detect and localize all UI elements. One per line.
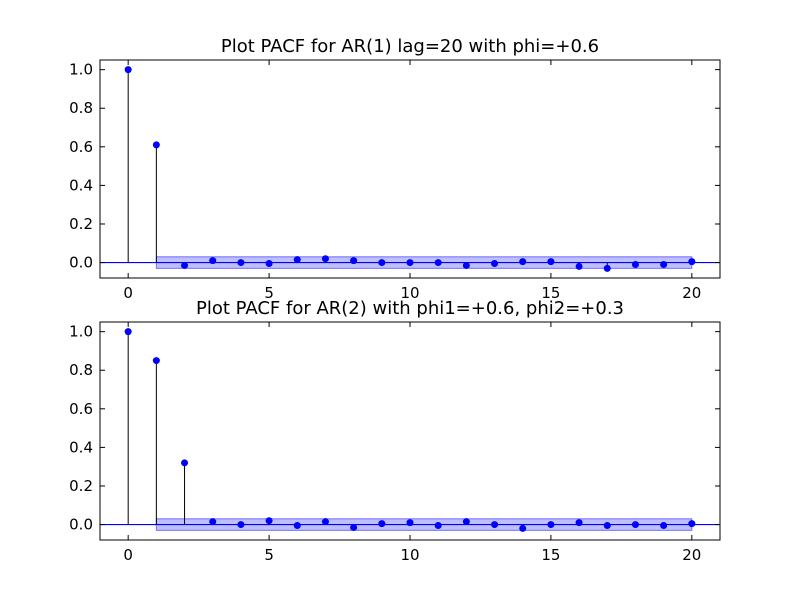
data-point bbox=[462, 261, 470, 269]
x-tick-label: 0 bbox=[123, 546, 133, 564]
data-point bbox=[434, 259, 442, 267]
y-tick-label: 0.2 bbox=[69, 215, 93, 233]
x-tick-label: 20 bbox=[682, 284, 701, 302]
y-tick-label: 0.4 bbox=[69, 438, 93, 456]
axes-frame bbox=[99, 321, 721, 541]
data-point bbox=[660, 522, 668, 530]
x-tick-label: 5 bbox=[264, 546, 274, 564]
x-tick-label: 15 bbox=[541, 546, 560, 564]
data-point bbox=[688, 520, 696, 528]
data-point bbox=[660, 260, 668, 268]
data-point bbox=[462, 518, 470, 526]
x-tick-label: 15 bbox=[541, 284, 560, 302]
data-point bbox=[519, 524, 527, 532]
data-point bbox=[152, 141, 160, 149]
data-point bbox=[237, 259, 245, 267]
y-tick-label: 1.0 bbox=[69, 323, 93, 341]
data-point bbox=[603, 264, 611, 272]
data-point bbox=[181, 459, 189, 467]
data-point bbox=[547, 258, 555, 266]
y-tick-label: 0.4 bbox=[69, 176, 93, 194]
data-point bbox=[631, 521, 639, 529]
data-point bbox=[406, 519, 414, 527]
data-point bbox=[547, 521, 555, 529]
data-point bbox=[209, 257, 217, 265]
y-tick-label: 1.0 bbox=[69, 61, 93, 79]
data-point bbox=[519, 258, 527, 266]
x-tick-label: 10 bbox=[400, 284, 419, 302]
data-point bbox=[124, 66, 132, 74]
pacf-ar2-plot: Plot PACF for AR(2) with phi1=+0.6, phi2… bbox=[69, 298, 721, 564]
data-point bbox=[434, 522, 442, 530]
x-tick-label: 5 bbox=[264, 284, 274, 302]
y-tick-label: 0.2 bbox=[69, 477, 93, 495]
data-point bbox=[124, 328, 132, 336]
data-point bbox=[209, 518, 217, 526]
data-point bbox=[321, 518, 329, 526]
chart-title: Plot PACF for AR(2) with phi1=+0.6, phi2… bbox=[196, 298, 624, 319]
x-tick-label: 20 bbox=[682, 546, 701, 564]
data-point bbox=[631, 260, 639, 268]
x-tick-label: 0 bbox=[123, 284, 133, 302]
chart-title: Plot PACF for AR(1) lag=20 with phi=+0.6 bbox=[221, 36, 599, 57]
y-tick-label: 0.6 bbox=[69, 400, 93, 418]
data-point bbox=[406, 259, 414, 267]
data-point bbox=[293, 256, 301, 264]
data-point bbox=[181, 261, 189, 269]
y-tick-label: 0.0 bbox=[69, 254, 93, 272]
data-point bbox=[491, 260, 499, 268]
data-point bbox=[152, 357, 160, 365]
data-point bbox=[350, 523, 358, 531]
y-tick-label: 0.8 bbox=[69, 99, 93, 117]
data-point bbox=[603, 522, 611, 530]
y-tick-label: 0.6 bbox=[69, 138, 93, 156]
data-point bbox=[265, 260, 273, 268]
data-point bbox=[575, 262, 583, 270]
data-point bbox=[350, 257, 358, 265]
x-tick-label: 10 bbox=[400, 546, 419, 564]
pacf-ar1-plot: Plot PACF for AR(1) lag=20 with phi=+0.6… bbox=[69, 36, 721, 302]
y-tick-label: 0.8 bbox=[69, 361, 93, 379]
axes-frame bbox=[99, 59, 721, 279]
data-point bbox=[688, 258, 696, 266]
y-tick-label: 0.0 bbox=[69, 516, 93, 534]
data-point bbox=[237, 521, 245, 529]
data-point bbox=[265, 517, 273, 525]
data-point bbox=[378, 259, 386, 267]
data-point bbox=[321, 255, 329, 263]
data-point bbox=[575, 519, 583, 527]
data-point bbox=[491, 521, 499, 529]
data-point bbox=[293, 522, 301, 530]
data-point bbox=[378, 520, 386, 528]
